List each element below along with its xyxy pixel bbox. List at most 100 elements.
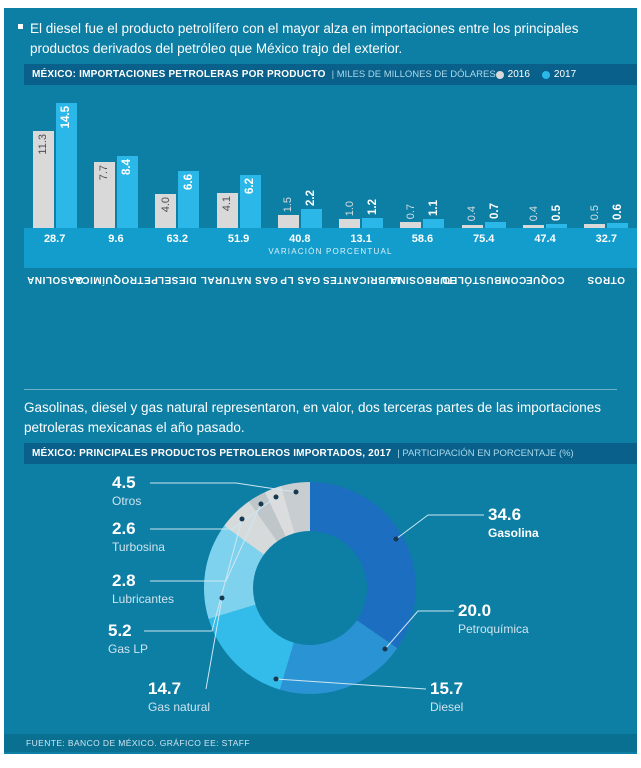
donut-name-turbosina: Turbosina <box>112 539 165 554</box>
source-text: FUENTE: BANCO DE MÉXICO. GRÁFICO EE: STA… <box>26 738 250 748</box>
category-label-text: LUBRICANTES <box>322 274 400 285</box>
legend-dot-icon <box>495 70 504 79</box>
bar-2017: 0.7 <box>484 203 506 228</box>
bar-value: 2.2 <box>305 190 318 207</box>
donut-name-diesel: Diesel <box>430 699 464 714</box>
donut-value-petroquimica: 20.0 <box>458 601 492 620</box>
category-label-text: PETROQUÍMICA <box>74 274 158 285</box>
legend-label: 2017 <box>553 69 577 80</box>
bar-value: 0.4 <box>527 206 540 222</box>
variation-value: 58.6 <box>411 233 434 245</box>
donut-hole <box>253 531 367 645</box>
category-cell: COMBUSTÓLEO <box>442 272 526 388</box>
donut-name-gasolina: Gasolina <box>488 525 539 540</box>
section-divider <box>24 389 617 390</box>
bar-value: 1.5 <box>282 196 295 213</box>
intro-paragraph-2: Gasolinas, diesel y gas natural represen… <box>24 400 602 435</box>
category-cell: LUBRICANTES <box>323 272 400 388</box>
bar-2017: 1.2 <box>362 199 384 228</box>
category-cell: GAS NATURAL <box>200 272 278 388</box>
bar-group-coque: 0.4 0.5 <box>514 84 575 228</box>
bar-group-combustóleo: 0.4 0.7 <box>453 84 514 228</box>
bar-2017: 6.6 <box>178 171 200 228</box>
variation-caption: VARIACIÓN PORCENTUAL <box>268 247 393 256</box>
bar-2017: 1.1 <box>423 200 445 228</box>
bar-value: 11.3 <box>37 133 50 155</box>
bar-value: 7.7 <box>98 164 111 181</box>
donut-chart <box>204 482 416 694</box>
legend-item-2017: 2017 <box>541 69 577 80</box>
bar-group-gas-lp: 1.5 2.2 <box>269 84 330 228</box>
bar-groups: 11.3 14.5 7.7 8.4 4.0 6.6 4.1 6.2 1.5 2.2 1.0 1.2 0.… <box>24 84 637 228</box>
variation-value: 9.6 <box>108 233 124 245</box>
bar-2016: 7.7 <box>93 161 115 228</box>
donut-value-diesel: 15.7 <box>430 679 464 698</box>
bar-2016: 11.3 <box>32 130 54 228</box>
category-label-text: COQUE <box>525 274 565 285</box>
bar-value: 0.4 <box>466 206 479 222</box>
donut-name-lubricantes: Lubricantes <box>112 591 175 606</box>
category-label-text: COMBUSTÓLEO <box>441 274 526 285</box>
bar-value: 14.5 <box>60 106 73 129</box>
donut-label-lubricantes: 2.8 Lubricantes <box>112 571 175 606</box>
category-label-text: OTROS <box>587 274 626 285</box>
category-cell: PETROQUÍMICA <box>74 272 158 388</box>
bar-chart-header: MÉXICO: IMPORTACIONES PETROLERAS POR PRO… <box>24 64 637 85</box>
bar-2016: 0.4 <box>461 206 483 228</box>
bar-value: 0.5 <box>588 205 601 221</box>
bar-2016: 1.5 <box>277 197 299 228</box>
bar-value: 0.5 <box>550 204 563 221</box>
category-label-text: GAS NATURAL <box>199 274 278 285</box>
category-cell: OTROS <box>576 272 637 388</box>
bar-2016: 0.5 <box>584 205 606 228</box>
category-cell: DIESEL <box>147 272 208 388</box>
donut-value-gasolina: 34.6 <box>488 505 522 524</box>
bar-value: 0.7 <box>404 203 417 219</box>
category-label-text: DIESEL <box>157 274 197 285</box>
bar-value: 8.4 <box>121 158 134 175</box>
variation-value: 51.9 <box>227 233 250 245</box>
donut-label-diesel: 15.7 Diesel <box>430 679 464 714</box>
bar-value: 4.1 <box>221 195 234 212</box>
variation-band: 28.7 9.6 63.2 51.9 40.8 13.1 58.6 75.4 47.4 32.7 … <box>24 228 637 268</box>
legend-dot-icon <box>541 70 550 79</box>
donut-chart-title: MÉXICO: PRINCIPALES PRODUCTOS PETROLEROS… <box>32 448 392 459</box>
donut-label-gas-natural: 14.7 Gas natural <box>148 679 211 714</box>
bar-2016: 0.4 <box>523 206 545 228</box>
variation-value: 13.1 <box>350 233 372 245</box>
bar-value: 1.1 <box>427 199 440 216</box>
bar-chart-units: | MILES DE MILLONES DE DÓLARES <box>331 69 496 80</box>
bar-2017: 8.4 <box>116 155 138 228</box>
variation-values: 28.7 9.6 63.2 51.9 40.8 13.1 58.6 75.4 47.4 32.7 <box>24 228 637 245</box>
category-label-text: GAS LP <box>279 274 320 285</box>
donut-label-otros: 4.5 Otros <box>112 473 142 508</box>
donut-value-gas-natural: 14.7 <box>148 679 182 698</box>
bar-group-gasolina: 11.3 14.5 <box>24 84 85 228</box>
donut-name-petroquimica: Petroquímica <box>458 621 529 636</box>
donut-chart-header: MÉXICO: PRINCIPALES PRODUCTOS PETROLEROS… <box>24 443 637 464</box>
bar-value: 1.0 <box>343 201 356 217</box>
bar-2016: 1.0 <box>339 201 361 228</box>
variation-value: 32.7 <box>595 233 618 245</box>
variation-value: 75.4 <box>473 233 495 245</box>
bar-value: 1.2 <box>366 198 379 215</box>
intro-paragraph-1: El diesel fue el producto petrolífero co… <box>30 21 579 56</box>
infographic-page: El diesel fue el producto petrolífero co… <box>4 8 637 754</box>
bar-group-otros: 0.5 0.6 <box>576 84 637 228</box>
donut-name-gas-natural: Gas natural <box>148 699 211 714</box>
bar-value: 6.6 <box>182 174 195 191</box>
bar-value: 6.2 <box>244 177 257 194</box>
variation-value: 63.2 <box>166 233 188 245</box>
legend-item-2016: 2016 <box>495 69 530 80</box>
bullet-square-icon <box>18 24 23 29</box>
source-footer: FUENTE: BANCO DE MÉXICO. GRÁFICO EE: STA… <box>4 734 637 752</box>
bar-value: 0.6 <box>611 203 624 220</box>
donut-value-lubricantes: 2.8 <box>112 571 136 590</box>
bar-chart-title: MÉXICO: IMPORTACIONES PETROLERAS POR PRO… <box>32 69 326 80</box>
donut-value-gas-lp: 5.2 <box>108 621 132 640</box>
bar-group-turbosina: 0.7 1.1 <box>392 84 453 228</box>
donut-name-otros: Otros <box>112 493 142 508</box>
bar-value: 0.7 <box>489 202 502 219</box>
bar-2017: 0.5 <box>546 205 568 228</box>
bar-group-gas-natural: 4.1 6.2 <box>208 84 269 228</box>
